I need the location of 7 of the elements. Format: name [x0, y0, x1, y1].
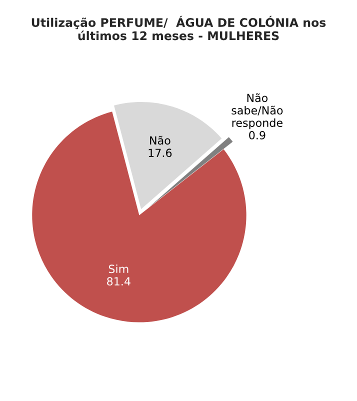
- slice-label: Não: [150, 136, 170, 145]
- chart-title: Utilização PERFUME/ ÁGUA DE COLÓNIA nos últimos 12 meses - MULHERES: [32, 16, 326, 40]
- slice-label: Não sabe/Não responde: [232, 93, 283, 130]
- data-label: 17.6: [148, 148, 172, 158]
- slice-label: Sim: [108, 264, 128, 274]
- data-label: 81.4: [107, 277, 130, 286]
- data-label: 0.9: [249, 131, 266, 140]
